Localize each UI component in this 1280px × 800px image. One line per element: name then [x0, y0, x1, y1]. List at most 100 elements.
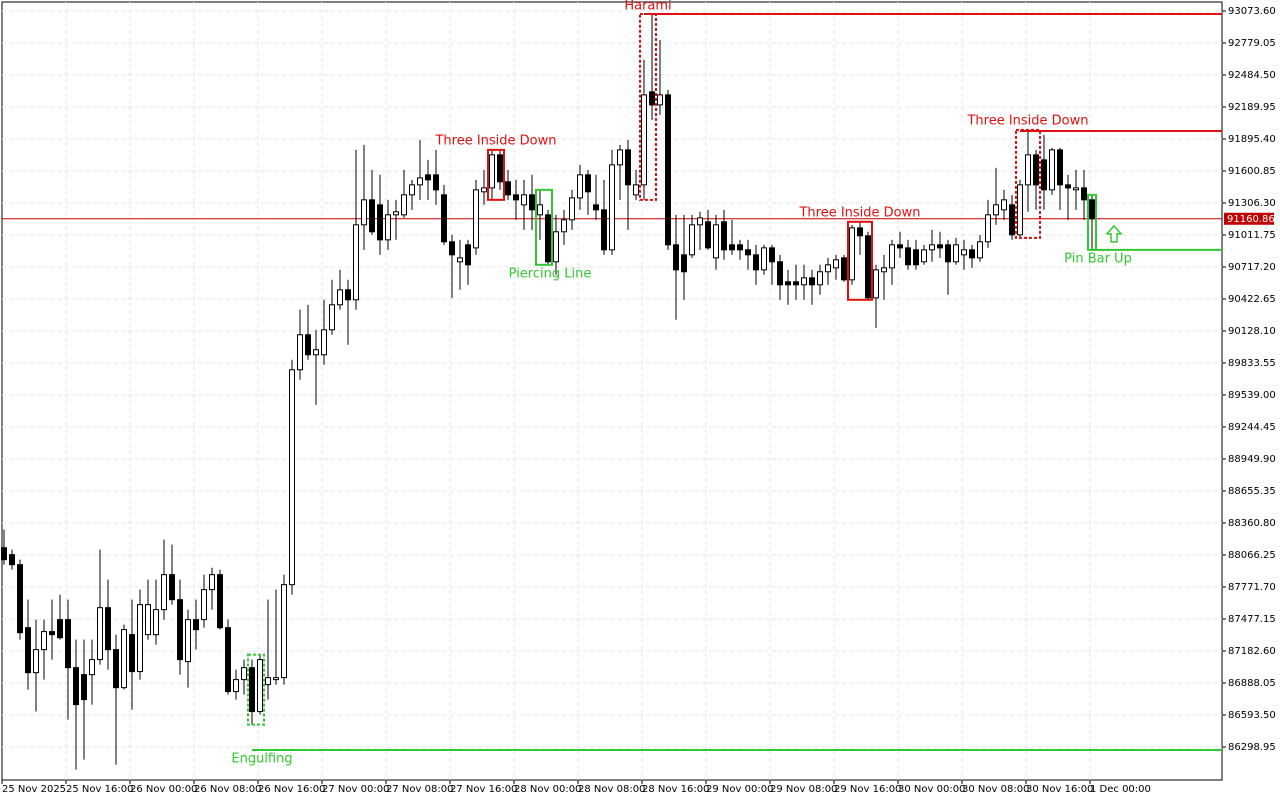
- x-tick-label: 27 Nov 08:00: [386, 784, 453, 795]
- candle-body: [9, 554, 15, 566]
- y-tick-label: 92484.50: [1228, 70, 1276, 81]
- candle-body: [881, 267, 887, 273]
- candle-body: [673, 244, 679, 271]
- y-tick-label: 87771.70: [1228, 582, 1276, 593]
- candle-body: [873, 269, 879, 299]
- candle-body: [177, 599, 183, 661]
- candle-body: [897, 244, 903, 249]
- pattern-box: [247, 653, 265, 726]
- candle-body: [689, 224, 695, 256]
- pattern-box: [1015, 128, 1041, 239]
- x-tick-label: 29 Nov 00:00: [706, 784, 773, 795]
- candle-body: [217, 574, 223, 629]
- candle-body: [361, 199, 367, 226]
- y-tick-label: 89833.55: [1228, 358, 1276, 369]
- x-tick-label: 29 Nov 16:00: [834, 784, 901, 795]
- y-tick-label: 90128.10: [1228, 326, 1276, 337]
- candle-body: [337, 289, 343, 306]
- candle-body: [433, 174, 439, 191]
- candle-body: [809, 277, 815, 286]
- candle-body: [857, 227, 863, 237]
- y-tick-label: 90717.20: [1228, 262, 1276, 273]
- candle-body: [465, 244, 471, 266]
- candle-body: [769, 247, 775, 263]
- pattern-label: Pin Bar Up: [1064, 251, 1132, 266]
- candle-body: [865, 235, 871, 299]
- candle-body: [193, 619, 199, 631]
- candle-body: [73, 667, 79, 706]
- y-tick-label: 86888.05: [1228, 678, 1276, 689]
- candle-body: [713, 224, 719, 259]
- y-tick-label: 88066.25: [1228, 550, 1276, 561]
- y-tick-label: 88949.90: [1228, 454, 1276, 465]
- candle-body: [393, 211, 399, 216]
- pattern-label: Three Inside Down: [798, 205, 920, 220]
- y-tick-label: 92189.95: [1228, 102, 1276, 113]
- candle-body: [1073, 187, 1079, 191]
- candle-body: [425, 174, 431, 181]
- candle-body: [1049, 149, 1055, 191]
- candle-body: [289, 369, 295, 586]
- candle-body: [41, 631, 47, 651]
- candle-body: [209, 574, 215, 591]
- candle-body: [89, 659, 95, 676]
- candle-body: [321, 329, 327, 356]
- candle-body: [817, 271, 823, 286]
- candle-body: [49, 631, 55, 636]
- candle-body: [833, 259, 839, 269]
- candle-body: [457, 257, 463, 263]
- candle-body: [913, 249, 919, 266]
- candle-body: [145, 604, 151, 636]
- candle-body: [745, 249, 751, 256]
- candle-body: [705, 221, 711, 249]
- candle-body: [849, 227, 855, 281]
- candle-body: [1001, 199, 1007, 211]
- y-tick-label: 91011.75: [1228, 230, 1276, 241]
- x-tick-label: 28 Nov 16:00: [642, 784, 709, 795]
- candle-body: [313, 349, 319, 356]
- candle-body: [617, 149, 623, 166]
- candle-body: [553, 231, 559, 263]
- y-tick-label: 90422.65: [1228, 294, 1276, 305]
- candle-body: [265, 677, 271, 686]
- candle-body: [985, 214, 991, 243]
- candle-body: [161, 574, 167, 611]
- pattern-label: Piercing Line: [509, 266, 592, 281]
- candle-body: [641, 94, 647, 186]
- candle-body: [969, 249, 975, 259]
- pattern-arrow: [1105, 224, 1123, 243]
- candle-body: [561, 219, 567, 233]
- candle-body: [353, 224, 359, 301]
- candle-body: [273, 677, 279, 681]
- candle-body: [921, 249, 927, 263]
- x-tick-label: 27 Nov 16:00: [450, 784, 517, 795]
- candle-body: [297, 334, 303, 371]
- candle-body: [681, 254, 687, 273]
- candle-body: [961, 249, 967, 256]
- x-tick-label: 1 Dec 00:00: [1090, 784, 1151, 795]
- candle-body: [329, 304, 335, 331]
- candle-body: [305, 334, 311, 356]
- x-tick-label: 28 Nov 08:00: [578, 784, 645, 795]
- pattern-label: Three Inside Down: [966, 113, 1088, 128]
- candle-body: [505, 181, 511, 196]
- y-tick-label: 92779.05: [1228, 38, 1276, 49]
- y-tick-label: 91895.40: [1228, 134, 1276, 145]
- candle-body: [889, 244, 895, 269]
- candle-body: [1041, 159, 1047, 191]
- candle-body: [953, 244, 959, 263]
- candle-body: [65, 619, 71, 669]
- candle-body: [929, 244, 935, 251]
- candle-body: [97, 607, 103, 661]
- candle-body: [529, 194, 535, 211]
- x-tick-label: 30 Nov 08:00: [962, 784, 1029, 795]
- candle-body: [905, 247, 911, 266]
- x-tick-label: 28 Nov 00:00: [514, 784, 581, 795]
- x-tick-label: 25 Nov 16:00: [66, 784, 133, 795]
- candle-body: [649, 91, 655, 106]
- y-tick-label: 86593.50: [1228, 710, 1276, 721]
- x-tick-label: 26 Nov 00:00: [130, 784, 197, 795]
- y-tick-label: 89244.45: [1228, 422, 1276, 433]
- candle-body: [1, 547, 7, 561]
- candle-body: [225, 627, 231, 693]
